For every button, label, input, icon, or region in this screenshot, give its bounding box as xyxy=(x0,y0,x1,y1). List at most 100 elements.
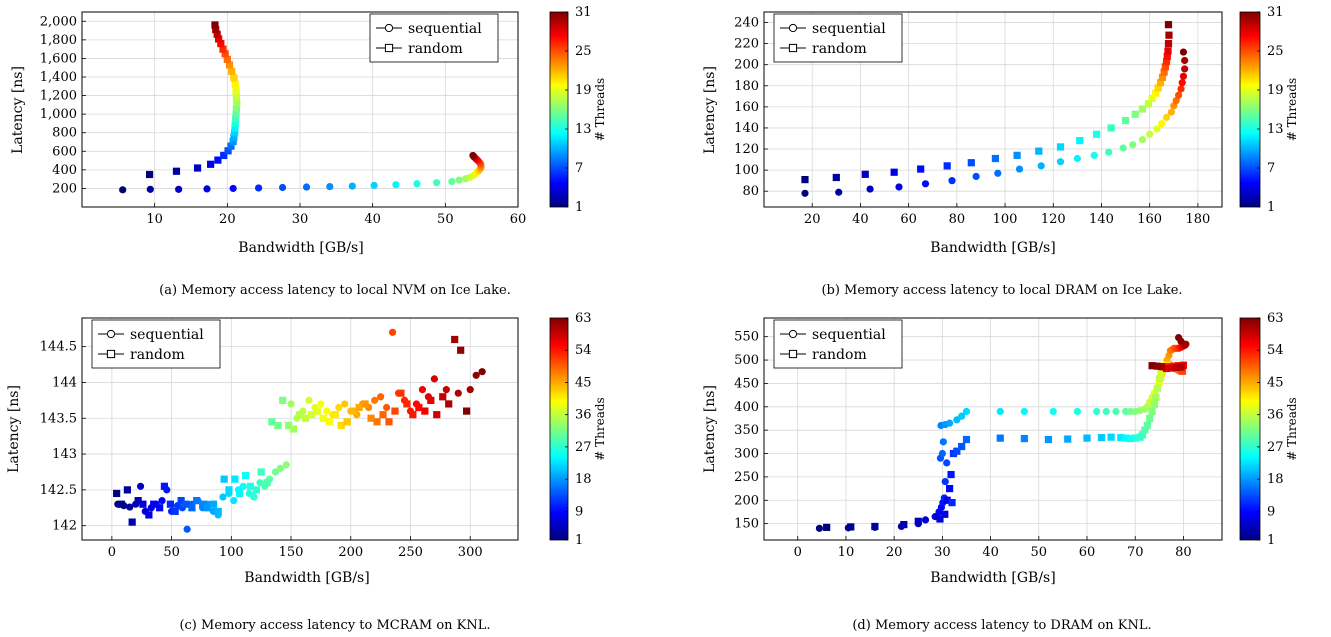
random-point xyxy=(1138,431,1147,439)
x-tick-label: 250 xyxy=(398,545,423,560)
sequential-point xyxy=(1181,65,1189,73)
random-point xyxy=(941,510,949,518)
random-point xyxy=(962,435,971,444)
y-tick-label: 143 xyxy=(52,447,77,462)
sequential-point xyxy=(278,183,287,192)
random-point xyxy=(160,482,169,490)
colorbar-tick-label: 45 xyxy=(575,375,592,390)
random-point xyxy=(225,61,234,69)
sequential-point xyxy=(866,185,874,193)
colorbar-tick-label: 27 xyxy=(1267,440,1284,455)
sequential-point xyxy=(335,403,343,412)
random-point xyxy=(171,507,179,515)
colorbar-tick-label: 45 xyxy=(1267,375,1284,390)
chart-panel-b: 20 40 60 80 100 120 140 160 180 80 100 120 140 160 180… xyxy=(702,5,1299,298)
random-point xyxy=(958,442,966,451)
colorbar-tick-label: 18 xyxy=(575,472,592,487)
legend-label: sequential xyxy=(408,21,482,37)
sequential-point xyxy=(478,368,486,376)
x-tick-label: 50 xyxy=(1031,545,1048,560)
random-point xyxy=(1158,363,1166,371)
random-point xyxy=(231,80,239,89)
y-tick-label: 300 xyxy=(734,447,759,462)
random-point xyxy=(220,151,228,160)
random-point xyxy=(445,400,453,408)
y-tick-label: 142.5 xyxy=(40,483,77,498)
random-point xyxy=(1172,363,1180,372)
colorbar xyxy=(549,317,569,541)
random-point xyxy=(409,411,417,419)
random-point xyxy=(252,486,260,494)
x-tick-label: 150 xyxy=(279,545,304,560)
legend: sequential random xyxy=(91,319,221,369)
random-point xyxy=(242,471,250,480)
random-point xyxy=(1162,57,1171,66)
x-axis-label-b: Bandwidth [GB/s] xyxy=(930,240,1055,256)
sequential-point xyxy=(413,180,421,188)
random-point xyxy=(193,164,202,172)
random-point xyxy=(1164,40,1173,48)
legend-label: sequential xyxy=(812,327,886,343)
sequential-point xyxy=(1162,113,1171,122)
random-point xyxy=(214,156,222,164)
random-point xyxy=(947,470,955,479)
x-axis-label-d: Bandwidth [GB/s] xyxy=(930,570,1055,586)
x-tick-label: 20 xyxy=(886,545,903,560)
random-point xyxy=(1154,84,1162,92)
x-tick-label: 10 xyxy=(146,212,163,227)
x-tick-label: 100 xyxy=(993,212,1018,227)
sequential-point xyxy=(348,182,356,190)
sequential-point xyxy=(254,184,263,192)
colorbar-tick-label: 63 xyxy=(1267,311,1284,326)
random-point xyxy=(385,418,393,426)
sequential-point xyxy=(835,188,843,196)
sequential-point xyxy=(287,400,295,408)
legend-circle-marker xyxy=(384,23,394,33)
sequential-point xyxy=(946,419,954,427)
y-tick-label: 160 xyxy=(734,100,759,115)
x-tick-label: 50 xyxy=(437,212,454,227)
sequential-point xyxy=(383,403,391,412)
random-point xyxy=(917,165,925,173)
x-tick-label: 30 xyxy=(292,212,309,227)
y-tick-label: 1,800 xyxy=(40,33,77,48)
random-point xyxy=(373,418,381,426)
random-point xyxy=(325,418,333,426)
legend-square-marker xyxy=(106,349,116,359)
random-point xyxy=(199,500,207,508)
sequential-point xyxy=(1090,151,1098,159)
sequential-point xyxy=(921,180,930,188)
sequential-point xyxy=(1179,48,1188,56)
y-tick-label: 1,000 xyxy=(40,107,77,122)
random-point xyxy=(1165,31,1173,39)
random-point xyxy=(1044,435,1053,444)
random-point xyxy=(188,504,196,512)
random-point xyxy=(1131,434,1139,442)
y-tick-label: 120 xyxy=(734,142,759,157)
random-point xyxy=(295,411,304,419)
plot-area-c: 0 50 100 150 200 250 300 142 142.5 143 143.5 144 144… xyxy=(40,311,607,560)
x-tick-label: 80 xyxy=(1175,545,1192,560)
legend-label: random xyxy=(812,41,867,57)
random-point xyxy=(1107,124,1115,132)
random-point xyxy=(212,26,220,34)
sequential-point xyxy=(1175,91,1183,99)
y-tick-label: 550 xyxy=(734,330,759,345)
y-axis-label-d: Latency [ns] xyxy=(702,385,718,473)
sequential-point xyxy=(1178,79,1186,87)
colorbar-tick-label: 19 xyxy=(575,83,592,98)
random-point xyxy=(847,523,855,531)
random-point xyxy=(231,475,239,483)
legend-label: random xyxy=(812,347,867,363)
colorbar-label: # Threads xyxy=(593,78,607,141)
random-point xyxy=(1164,47,1172,55)
x-tick-label: 120 xyxy=(1041,212,1066,227)
random-point xyxy=(227,142,235,150)
sequential-point xyxy=(962,407,971,416)
random-point xyxy=(228,67,236,76)
random-point xyxy=(1093,130,1101,138)
x-tick-label: 100 xyxy=(219,545,244,560)
y-tick-label: 200 xyxy=(52,181,77,196)
random-point xyxy=(421,407,429,415)
colorbar xyxy=(1239,11,1261,208)
